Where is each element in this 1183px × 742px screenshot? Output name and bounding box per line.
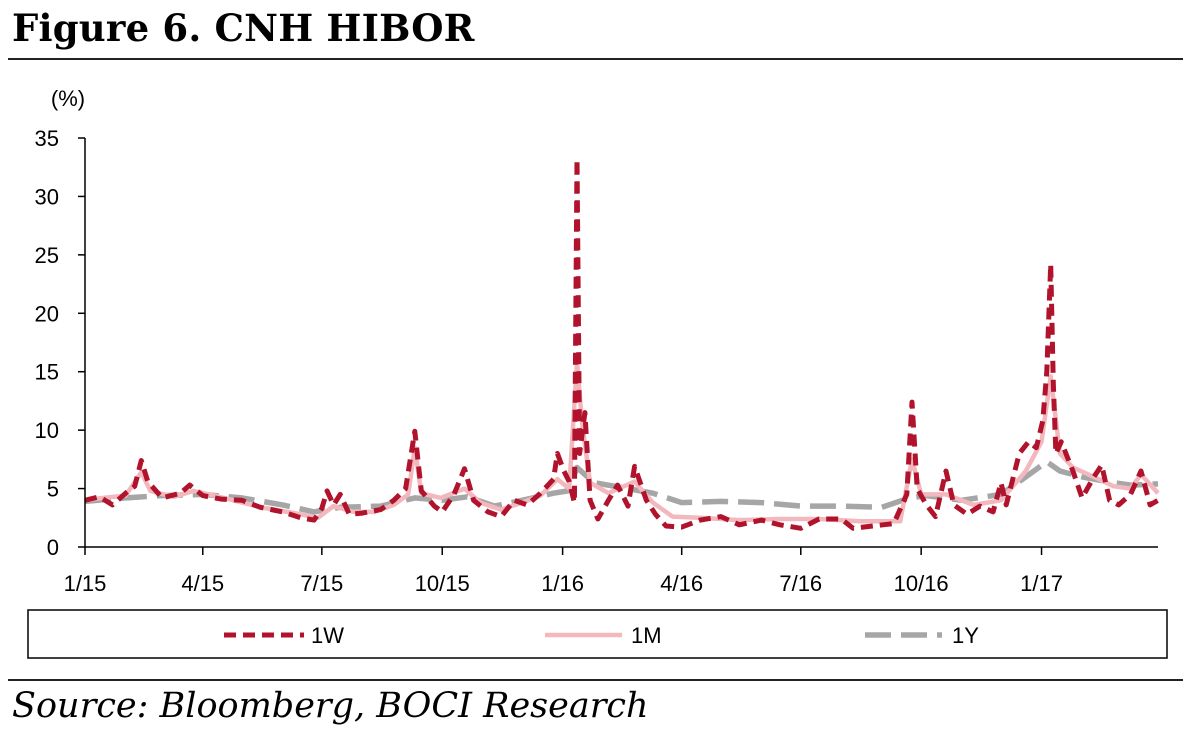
legend-label-1w: 1W [311,623,344,648]
x-tick-label: 10/15 [415,571,470,596]
legend-label-1y: 1Y [952,623,979,648]
series-line-1y [84,458,1159,515]
cnh-hibor-chart: (%) 0 5 10 15 20 25 30 35 1/15 4/15 7/15 10/15 1/16 4… [27,86,1168,659]
series-line-1w [84,156,1160,531]
x-tick-label: 7/16 [779,571,822,596]
y-tick-label: 30 [35,184,59,209]
x-tick-label: 10/16 [894,571,949,596]
y-tick-label: 10 [35,418,59,443]
x-tick-label: 4/15 [181,571,224,596]
x-axis-labels: 1/15 4/15 7/15 10/15 1/16 4/16 7/16 10/16 1/17 [64,547,1063,596]
y-tick-label: 25 [35,243,59,268]
top-rule [8,58,1183,60]
x-tick-label: 7/15 [300,571,343,596]
y-tick-label: 15 [35,360,59,385]
axes [84,138,1158,548]
y-tick-label: 20 [35,301,59,326]
x-tick-label: 4/16 [660,571,703,596]
y-tick-label: 35 [35,126,59,151]
source-note: Source: Bloomberg, BOCI Research [12,686,649,726]
y-tick-label: 0 [47,535,59,560]
y-tick-label: 5 [47,477,59,502]
y-axis-unit-label: (%) [51,86,85,111]
x-tick-label: 1/16 [541,571,584,596]
series-lines [84,156,1160,531]
figure-title: Figure 6. CNH HIBOR [12,6,475,50]
bottom-rule [8,679,1183,681]
legend-label-1m: 1M [631,623,662,648]
x-tick-label: 1/17 [1020,571,1063,596]
x-tick-label: 1/15 [64,571,107,596]
legend: 1W 1M 1Y [27,609,1168,659]
y-axis-ticks: (%) 0 5 10 15 20 25 30 35 [35,86,86,560]
